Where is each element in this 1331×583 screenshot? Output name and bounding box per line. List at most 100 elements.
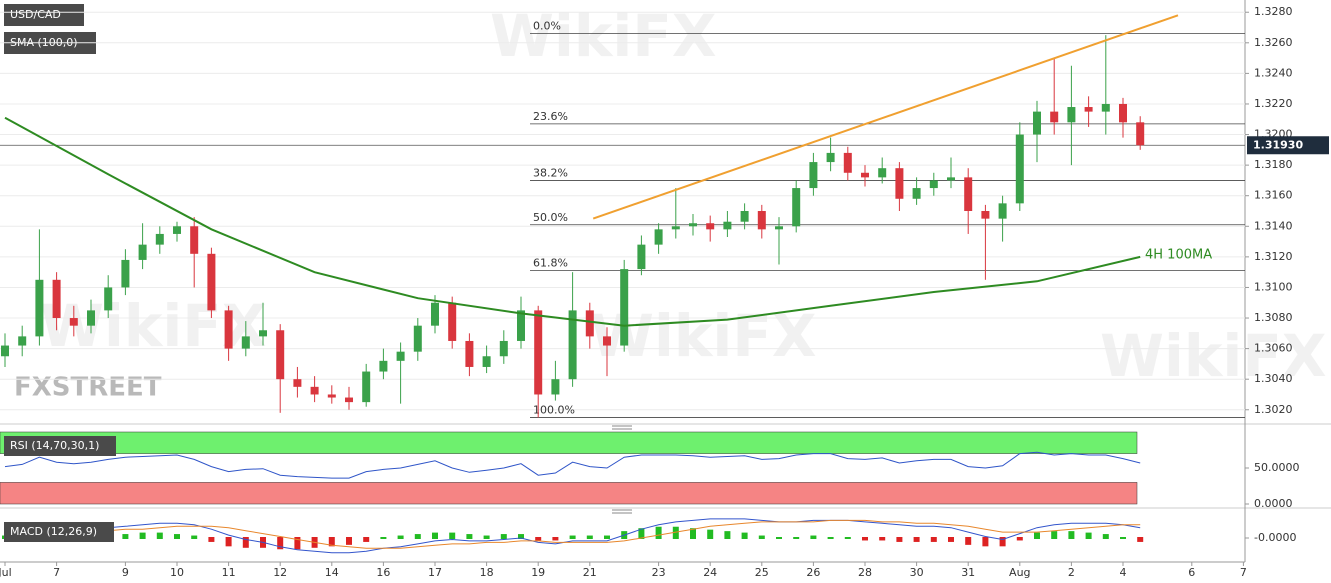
- candle-body: [981, 211, 990, 219]
- candle-body: [775, 226, 783, 230]
- macd-histogram-bar: [569, 535, 576, 539]
- y-tick-label: 1.3260: [1254, 36, 1293, 49]
- trendline: [592, 14, 1179, 220]
- y-tick-label: 1.3220: [1254, 97, 1293, 110]
- fib-label: 38.2%: [533, 166, 568, 179]
- rsi-tick-label: 0.0000: [1254, 497, 1293, 510]
- candle-body: [1, 345, 9, 357]
- y-tick-label: 1.3180: [1254, 158, 1293, 171]
- x-tick-label: 30: [910, 566, 924, 579]
- candle-body: [293, 379, 302, 387]
- x-tick-label: 2: [1068, 566, 1075, 579]
- x-tick-label: 9: [122, 566, 129, 579]
- candle-body: [1067, 107, 1076, 123]
- x-tick-label: 28: [858, 566, 872, 579]
- candle-body: [155, 233, 164, 245]
- candle-body: [1101, 103, 1110, 112]
- macd-histogram-bar: [242, 537, 249, 548]
- x-tick-label: 19: [531, 566, 545, 579]
- macd-histogram-bar: [466, 534, 473, 539]
- candle-body: [207, 253, 216, 311]
- candle-body: [241, 336, 250, 349]
- y-tick-label: 1.3040: [1254, 372, 1293, 385]
- macd-histogram-bar: [535, 537, 542, 541]
- candle-body: [843, 152, 852, 173]
- rsi-label: RSI (14,70,30,1): [10, 439, 99, 452]
- fib-label: 23.6%: [533, 110, 568, 123]
- macd-histogram-bar: [208, 537, 215, 542]
- macd-histogram-bar: [793, 537, 800, 539]
- candle-body: [448, 302, 457, 341]
- macd-histogram-bar: [1051, 531, 1058, 539]
- y-tick-label: 1.3280: [1254, 5, 1293, 18]
- macd-histogram-bar: [277, 537, 284, 550]
- x-tick-label: 18: [480, 566, 494, 579]
- candle-body: [327, 394, 336, 398]
- x-tick-label: 24: [703, 566, 717, 579]
- rsi-label-box: [4, 436, 116, 456]
- macd-histogram-bar: [1016, 537, 1023, 541]
- candle-body: [551, 379, 560, 395]
- candle-body: [964, 177, 973, 211]
- macd-histogram-bar: [982, 537, 989, 547]
- macd-histogram-bar: [1120, 537, 1126, 539]
- macd-histogram-bar: [827, 537, 834, 539]
- macd-histogram-bar: [156, 532, 163, 539]
- macd-histogram-bar: [1137, 537, 1144, 542]
- logo: FXSTREET: [14, 373, 162, 403]
- y-tick-label: 1.3100: [1254, 280, 1293, 293]
- macd-histogram-bar: [844, 537, 851, 539]
- macd-histogram-bar: [896, 537, 903, 542]
- rsi-line: [4, 451, 1141, 479]
- candle-body: [259, 330, 267, 337]
- macd-histogram-bar: [346, 537, 352, 545]
- candle-body: [362, 371, 371, 403]
- candle-body: [104, 287, 113, 311]
- x-tick-label: Aug: [1009, 566, 1030, 579]
- watermark: WikiFX: [490, 2, 717, 70]
- candle-body: [413, 325, 422, 352]
- x-tick-label: 31: [961, 566, 975, 579]
- macd-histogram-bar: [776, 537, 782, 539]
- price-tag: [1247, 136, 1329, 155]
- candle-body: [929, 180, 938, 189]
- candle-body: [190, 226, 199, 254]
- candle-body: [310, 386, 319, 395]
- y-tick-label: 1.3160: [1254, 189, 1293, 202]
- candle-body: [654, 229, 663, 245]
- candle-body: [69, 318, 78, 326]
- candle-body: [1015, 134, 1024, 204]
- candle-body: [345, 397, 353, 403]
- rsi-band: [0, 482, 1138, 505]
- candle-body: [740, 211, 749, 222]
- x-tick-label: 21: [583, 566, 597, 579]
- sma-label: 4H 100MA: [1145, 248, 1212, 263]
- x-tick-label: 11: [222, 566, 236, 579]
- y-tick-label: 1.3120: [1254, 250, 1293, 263]
- macd-histogram-bar: [225, 537, 232, 547]
- y-tick-label: 1.3020: [1254, 403, 1293, 416]
- macd-histogram-bar: [1102, 534, 1109, 539]
- candle-body: [52, 279, 61, 319]
- x-tick-label: 12: [273, 566, 287, 579]
- y-tick-label: 1.3240: [1254, 66, 1293, 79]
- macd-tick-label: -0.0000: [1254, 531, 1296, 544]
- macd-histogram-bar: [397, 535, 404, 539]
- macd-histogram-bar: [999, 537, 1006, 547]
- candle-body: [499, 340, 508, 357]
- candle-body: [173, 226, 181, 234]
- candle-body: [568, 310, 577, 380]
- candle-body: [121, 259, 130, 288]
- x-tick-label: 7: [1240, 566, 1247, 579]
- candle-body: [585, 310, 594, 337]
- candle-body: [1119, 103, 1127, 123]
- candle-body: [998, 203, 1007, 219]
- candle-body: [1084, 107, 1093, 112]
- candle-body: [792, 188, 801, 227]
- y-tick-label: 1.3140: [1254, 219, 1293, 232]
- signal-line: [4, 519, 1141, 549]
- x-tick-label: 4: [1120, 566, 1127, 579]
- macd-label-box: [4, 522, 114, 542]
- candle-body: [826, 152, 835, 163]
- watermark: WikiFX: [1100, 322, 1327, 390]
